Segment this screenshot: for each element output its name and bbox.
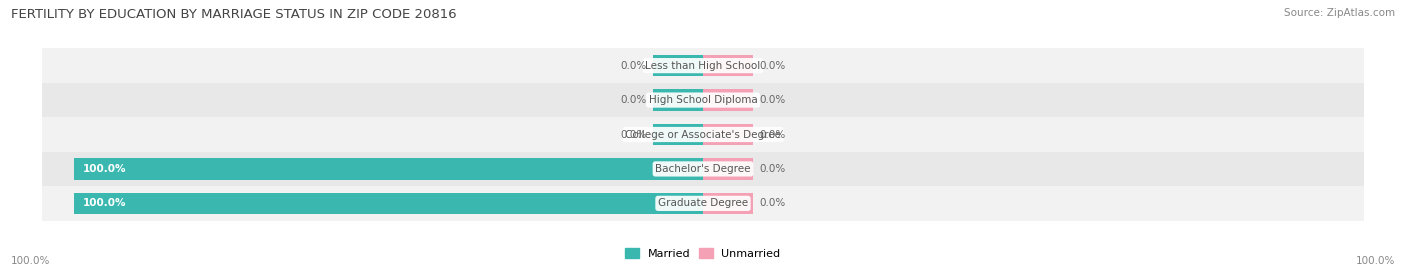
Bar [703, 193, 754, 214]
Bar [703, 158, 754, 180]
Bar [42, 48, 1364, 83]
Text: Bachelor's Degree: Bachelor's Degree [655, 164, 751, 174]
Text: Less than High School: Less than High School [645, 61, 761, 71]
Text: Graduate Degree: Graduate Degree [658, 198, 748, 208]
Bar [652, 55, 703, 76]
Text: 0.0%: 0.0% [759, 95, 786, 105]
Bar [42, 152, 1364, 186]
Bar [42, 117, 1364, 152]
Text: FERTILITY BY EDUCATION BY MARRIAGE STATUS IN ZIP CODE 20816: FERTILITY BY EDUCATION BY MARRIAGE STATU… [11, 8, 457, 21]
Text: Source: ZipAtlas.com: Source: ZipAtlas.com [1284, 8, 1395, 18]
Text: 0.0%: 0.0% [759, 61, 786, 71]
Bar [42, 83, 1364, 117]
Text: 100.0%: 100.0% [83, 198, 127, 208]
Text: 100.0%: 100.0% [83, 164, 127, 174]
Bar [652, 124, 703, 145]
Text: 0.0%: 0.0% [620, 61, 647, 71]
Text: College or Associate's Degree: College or Associate's Degree [626, 129, 780, 140]
Bar [703, 124, 754, 145]
Bar [73, 193, 703, 214]
Text: High School Diploma: High School Diploma [648, 95, 758, 105]
Bar [652, 89, 703, 111]
Bar [73, 158, 703, 180]
Text: 100.0%: 100.0% [11, 256, 51, 266]
Text: 0.0%: 0.0% [759, 129, 786, 140]
Bar [42, 186, 1364, 221]
Text: 0.0%: 0.0% [620, 129, 647, 140]
Legend: Married, Unmarried: Married, Unmarried [621, 244, 785, 263]
Bar [703, 89, 754, 111]
Text: 100.0%: 100.0% [1355, 256, 1395, 266]
Bar [703, 55, 754, 76]
Text: 0.0%: 0.0% [759, 198, 786, 208]
Text: 0.0%: 0.0% [620, 95, 647, 105]
Text: 0.0%: 0.0% [759, 164, 786, 174]
